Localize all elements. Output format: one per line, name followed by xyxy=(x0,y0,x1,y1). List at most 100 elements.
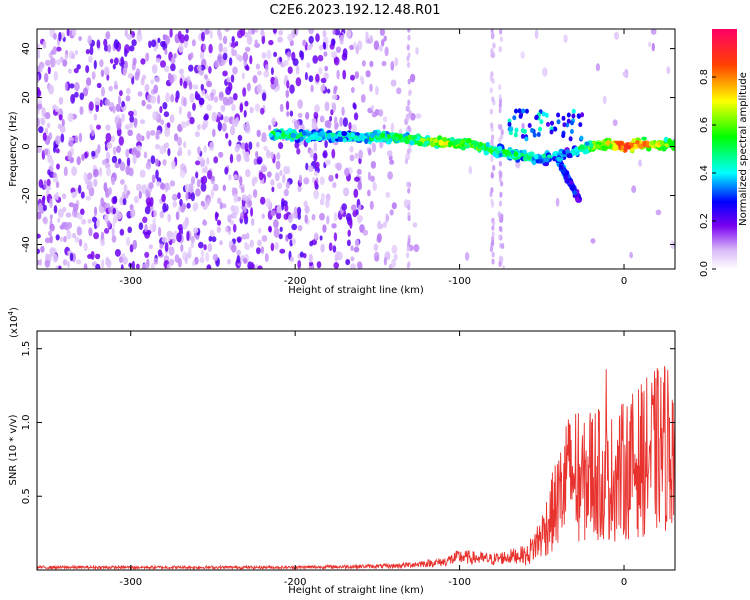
noise-speckle xyxy=(208,235,213,242)
noise-speckle xyxy=(648,41,652,48)
noise-speckle xyxy=(87,254,93,259)
noise-speckle xyxy=(299,251,304,258)
noise-speckle xyxy=(283,60,289,67)
noise-speckle xyxy=(38,258,43,266)
noise-speckle xyxy=(106,220,111,228)
signal-point xyxy=(372,129,378,136)
noise-speckle xyxy=(92,216,97,223)
y-tick-label: 20 xyxy=(21,91,32,104)
noise-speckle xyxy=(297,112,303,119)
noise-speckle xyxy=(208,66,212,74)
noise-speckle xyxy=(242,87,247,97)
x-tick-label: -300 xyxy=(119,577,142,588)
noise-speckle xyxy=(308,29,314,35)
noise-speckle xyxy=(286,111,290,117)
noise-speckle xyxy=(265,63,269,72)
noise-speckle xyxy=(42,132,47,142)
noise-speckle xyxy=(372,181,377,191)
noise-speckle xyxy=(145,161,152,170)
noise-speckle xyxy=(154,144,161,150)
noise-speckle xyxy=(245,46,251,52)
colorbar-tick-label: 0.2 xyxy=(699,213,710,229)
noise-speckle xyxy=(318,45,324,51)
noise-speckle xyxy=(183,97,187,107)
artifact-speckle xyxy=(498,46,502,53)
artifact-speckle xyxy=(406,262,410,269)
artifact-speckle xyxy=(498,225,502,232)
noise-speckle xyxy=(55,59,61,66)
noise-speckle xyxy=(213,156,219,164)
noise-speckle xyxy=(166,263,171,269)
artifact-speckle xyxy=(406,61,411,68)
signal-point xyxy=(448,141,453,147)
artifact-speckle xyxy=(498,255,502,262)
noise-speckle xyxy=(370,175,375,183)
noise-speckle xyxy=(55,234,60,241)
noise-speckle xyxy=(114,162,120,169)
noise-speckle xyxy=(239,176,243,186)
artifact-speckle xyxy=(498,107,502,114)
noise-speckle xyxy=(283,213,289,220)
noise-speckle xyxy=(655,209,662,216)
noise-speckle xyxy=(222,184,226,192)
noise-speckle xyxy=(367,148,372,156)
noise-speckle xyxy=(638,159,643,167)
signal-point xyxy=(326,133,332,140)
signal-point xyxy=(307,136,312,142)
noise-speckle xyxy=(188,81,193,90)
artifact-speckle xyxy=(490,139,494,146)
noise-speckle xyxy=(40,245,45,253)
noise-speckle xyxy=(308,75,314,83)
noise-speckle xyxy=(222,46,228,54)
x-tick-label: 0 xyxy=(621,276,627,287)
noise-speckle xyxy=(170,63,176,72)
noise-speckle xyxy=(283,188,289,197)
noise-speckle xyxy=(328,242,333,251)
signal-point xyxy=(423,140,430,145)
noise-speckle xyxy=(382,116,388,123)
noise-speckle xyxy=(156,181,161,187)
noise-speckle xyxy=(203,244,207,251)
noise-speckle xyxy=(150,79,154,85)
noise-speckle xyxy=(129,45,135,52)
noise-speckle xyxy=(492,164,496,171)
noise-speckle xyxy=(136,145,142,152)
noise-speckle xyxy=(144,224,148,232)
noise-speckle xyxy=(187,111,192,119)
noise-speckle xyxy=(178,105,182,115)
side-blob xyxy=(539,119,544,125)
noise-speckle xyxy=(120,56,124,65)
side-blob xyxy=(569,129,574,134)
signal-point xyxy=(537,159,543,164)
noise-speckle xyxy=(72,203,79,212)
noise-speckle xyxy=(308,253,313,263)
noise-speckle xyxy=(236,249,241,256)
noise-speckle xyxy=(139,135,143,141)
noise-speckle xyxy=(187,149,192,156)
noise-speckle xyxy=(287,66,293,74)
noise-speckle xyxy=(197,146,201,155)
noise-speckle xyxy=(174,133,179,142)
noise-speckle xyxy=(38,202,44,211)
noise-speckle xyxy=(99,59,104,68)
noise-speckle xyxy=(231,117,235,128)
noise-speckle xyxy=(490,154,494,163)
signal-point xyxy=(544,157,550,163)
noise-speckle xyxy=(218,91,224,101)
noise-speckle xyxy=(268,225,272,233)
noise-speckle xyxy=(324,65,329,72)
noise-speckle xyxy=(132,154,137,165)
noise-speckle xyxy=(336,162,342,171)
noise-speckle xyxy=(286,51,292,57)
noise-speckle xyxy=(258,171,264,181)
noise-speckle xyxy=(277,36,283,43)
artifact-speckle xyxy=(404,158,409,165)
noise-speckle xyxy=(271,186,275,193)
noise-speckle xyxy=(391,244,398,254)
noise-speckle xyxy=(285,100,290,111)
noise-speckle xyxy=(256,83,262,94)
noise-speckle xyxy=(37,43,40,49)
noise-speckle xyxy=(71,191,76,199)
noise-speckle xyxy=(255,141,260,148)
noise-speckle xyxy=(85,195,92,201)
